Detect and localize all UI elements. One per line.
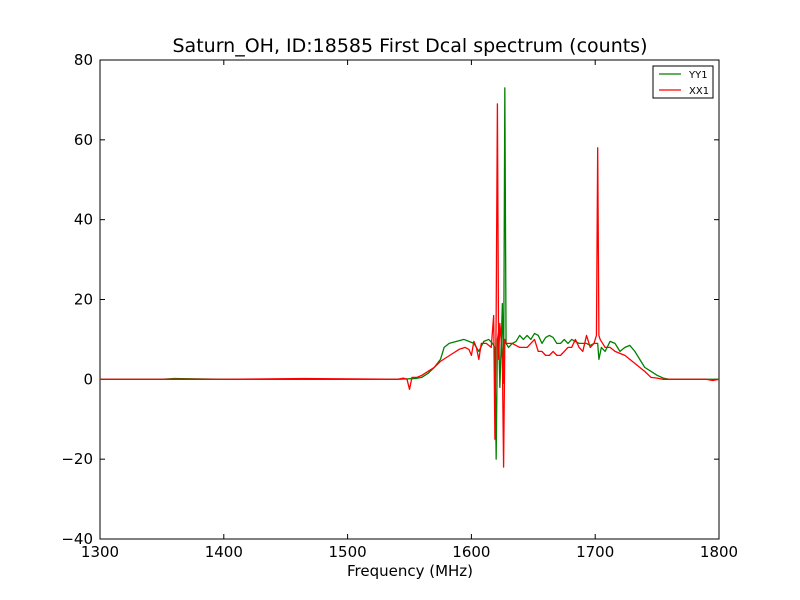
y-tick-label: −20 — [61, 450, 93, 468]
chart-title: Saturn_OH, ID:18585 First Dcal spectrum … — [173, 35, 648, 57]
y-tick-label: 20 — [74, 291, 93, 309]
legend-box — [652, 65, 714, 99]
x-tick-label: 1600 — [452, 543, 490, 561]
y-tick-label: 0 — [83, 370, 93, 388]
series-line-xx1 — [100, 103, 719, 468]
legend: YY1 XX1 — [652, 65, 714, 99]
legend-label-yy1: YY1 — [688, 70, 708, 81]
x-tick-label: 1700 — [576, 543, 614, 561]
y-tick-label: −40 — [61, 530, 93, 548]
series-layer — [100, 87, 719, 468]
x-tick-label: 1500 — [329, 543, 367, 561]
plot-area — [99, 59, 720, 540]
y-tick-label: 60 — [74, 131, 93, 149]
tick-labels: 1300 1400 1500 1600 1700 1800 −40 −20 0 20 40 60 80 — [61, 51, 738, 561]
tick-marks — [99, 59, 720, 540]
y-tick-label: 80 — [74, 51, 93, 69]
x-tick-label: 1800 — [700, 543, 738, 561]
legend-label-xx1: XX1 — [689, 86, 709, 97]
x-tick-label: 1400 — [205, 543, 243, 561]
series-line-yy1 — [100, 87, 719, 460]
x-tick-label: 1300 — [81, 543, 119, 561]
x-axis-label: Frequency (MHz) — [347, 562, 473, 580]
y-tick-label: 40 — [74, 211, 93, 229]
